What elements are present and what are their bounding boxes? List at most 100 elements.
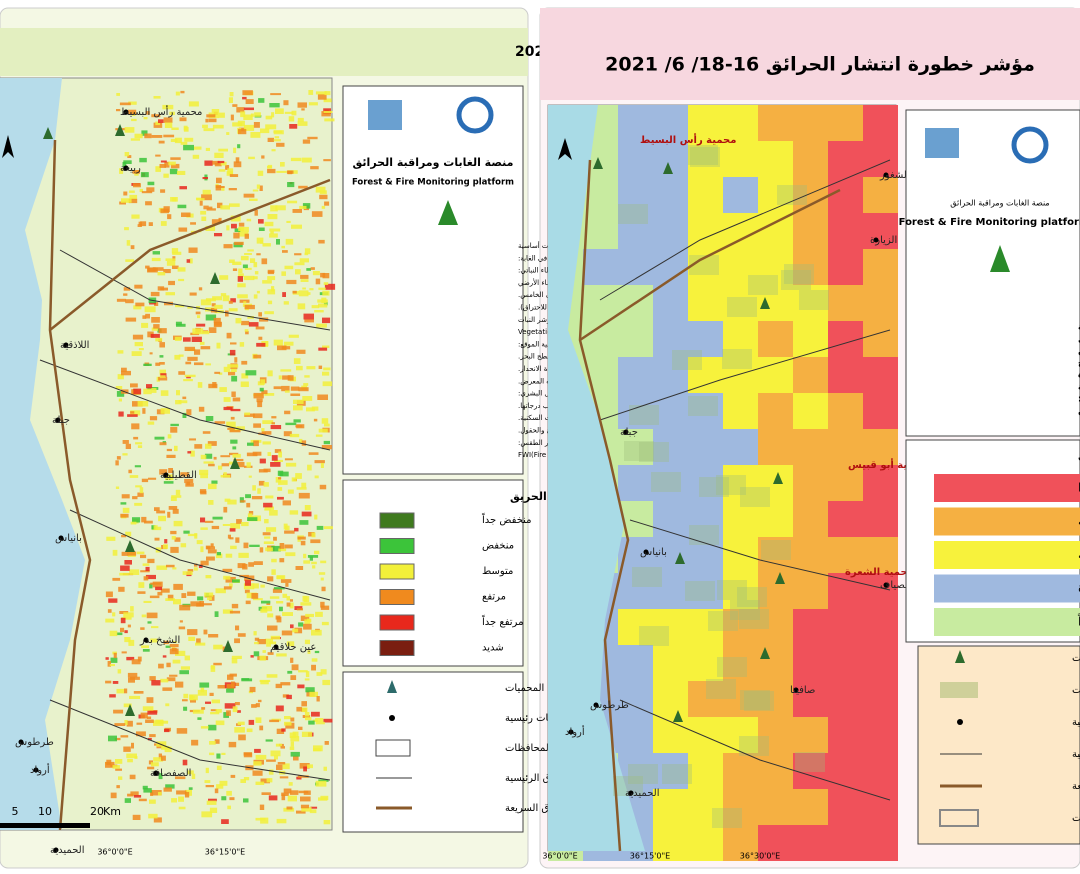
risk-patch	[119, 572, 129, 576]
settlement	[18, 739, 24, 745]
risk-cell	[653, 105, 688, 141]
risk-patch	[191, 739, 199, 746]
risk-patch	[246, 728, 253, 733]
risk-patch	[230, 298, 236, 303]
risk-patch	[308, 532, 315, 537]
risk-patch	[247, 517, 258, 521]
risk-patch	[222, 295, 230, 302]
forest-hatch	[717, 580, 747, 600]
legend-swatch	[934, 541, 1080, 569]
reserve	[775, 572, 785, 584]
risk-patch	[220, 161, 227, 166]
reserve	[223, 640, 233, 652]
settlement	[123, 165, 129, 171]
risk-cell	[758, 213, 793, 249]
risk-patch	[125, 259, 134, 262]
risk-patch	[179, 670, 189, 675]
risk-cell	[793, 609, 828, 645]
risk-patch	[148, 813, 158, 819]
risk-patch	[300, 540, 306, 546]
risk-patch	[311, 532, 316, 538]
risk-patch	[112, 765, 120, 769]
risk-patch	[108, 735, 117, 742]
risk-cell	[723, 429, 758, 465]
risk-patch	[253, 122, 260, 128]
forest-hatch	[629, 405, 659, 425]
risk-cell	[723, 753, 758, 789]
risk-patch	[304, 248, 311, 255]
risk-patch	[208, 383, 218, 389]
risk-patch	[211, 480, 218, 484]
risk-patch	[269, 233, 278, 238]
risk-cell	[863, 285, 898, 321]
risk-patch	[296, 608, 303, 611]
risk-patch	[194, 444, 203, 449]
risk-patch	[257, 401, 263, 408]
risk-patch	[267, 613, 274, 618]
risk-patch	[172, 265, 179, 269]
risk-patch	[238, 227, 244, 232]
risk-patch	[267, 625, 278, 631]
risk-patch	[293, 405, 303, 411]
risk-patch	[159, 442, 167, 446]
risk-patch	[313, 748, 321, 752]
risk-patch	[105, 591, 113, 598]
risk-patch	[290, 393, 301, 396]
risk-patch	[225, 576, 236, 583]
risk-patch	[305, 687, 315, 693]
risk-patch	[264, 536, 271, 539]
risk-patch	[245, 331, 249, 335]
risk-patch	[107, 609, 112, 613]
risk-patch	[146, 612, 158, 619]
risk-patch	[186, 259, 191, 263]
risk-patch	[140, 554, 147, 559]
risk-patch	[245, 99, 254, 104]
risk-patch	[232, 706, 238, 713]
risk-patch	[197, 689, 207, 696]
risk-patch	[169, 674, 178, 677]
risk-patch	[124, 720, 128, 725]
risk-patch	[255, 326, 265, 330]
risk-patch	[295, 566, 304, 570]
risk-patch	[320, 601, 325, 608]
risk-patch	[311, 561, 317, 565]
risk-patch	[276, 728, 285, 734]
risk-patch	[229, 583, 233, 588]
risk-patch	[230, 439, 238, 444]
risk-patch	[173, 520, 183, 527]
legend-label: منخفض جداً	[482, 512, 532, 526]
settlement	[883, 582, 889, 588]
risk-patch	[202, 431, 211, 434]
risk-patch	[275, 205, 286, 211]
risk-patch	[205, 416, 214, 422]
risk-patch	[282, 292, 286, 297]
place-label: اللاذقية	[60, 340, 89, 351]
risk-cell	[758, 717, 793, 753]
risk-patch	[119, 102, 131, 106]
risk-patch	[180, 90, 185, 94]
risk-patch	[145, 201, 152, 206]
risk-patch	[124, 227, 129, 231]
scale-bar	[0, 823, 90, 828]
risk-patch	[241, 320, 250, 326]
risk-patch	[116, 109, 121, 112]
risk-cell	[653, 717, 688, 753]
risk-patch	[203, 603, 212, 606]
legend-swatch	[379, 640, 415, 656]
note: اتجاه المعرض.	[518, 377, 561, 385]
risk-patch	[130, 606, 134, 612]
risk-patch	[254, 515, 261, 522]
risk-patch	[167, 594, 174, 601]
risk-patch	[146, 697, 154, 703]
risk-patch	[303, 766, 307, 772]
risk-patch	[187, 770, 194, 775]
forest-hatch	[706, 679, 736, 699]
risk-cell	[793, 249, 828, 285]
risk-patch	[241, 678, 250, 681]
risk-patch	[321, 111, 331, 117]
risk-patch	[175, 681, 184, 688]
risk-patch	[199, 469, 209, 475]
risk-patch	[238, 222, 245, 227]
risk-patch	[294, 262, 305, 266]
risk-patch	[228, 308, 238, 312]
